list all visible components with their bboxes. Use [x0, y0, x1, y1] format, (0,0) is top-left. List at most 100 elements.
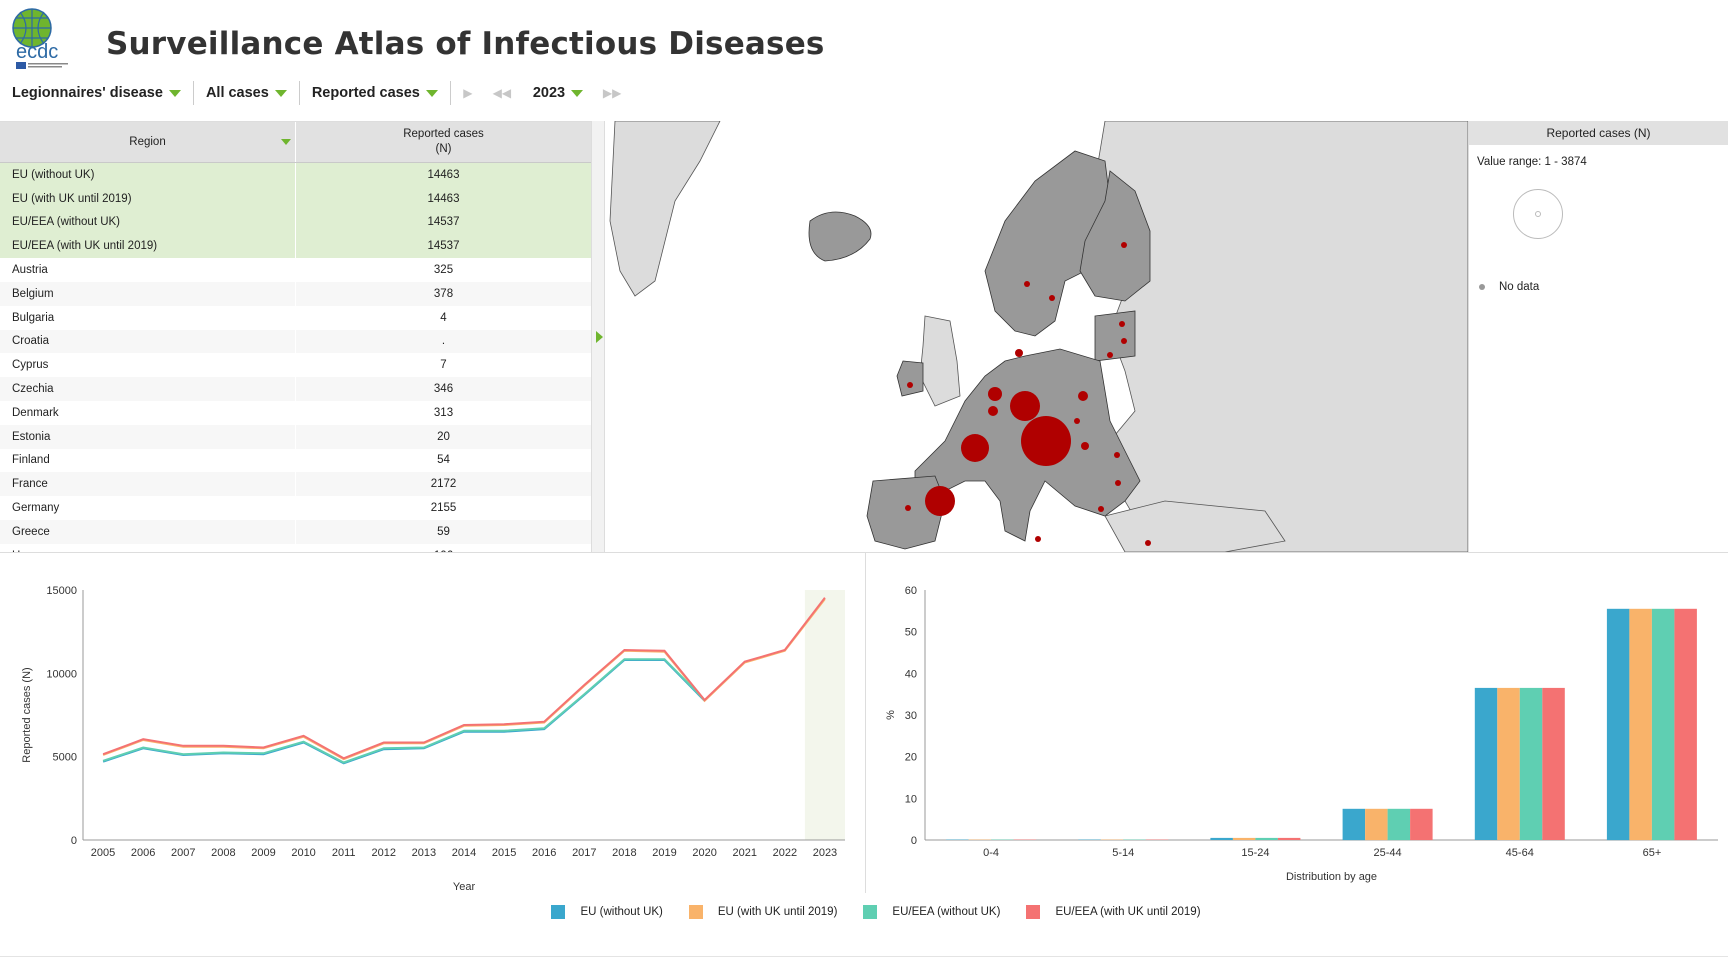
bubble-lithuania[interactable] — [1107, 352, 1113, 358]
year-select[interactable]: 2023 — [521, 79, 595, 107]
bar[interactable] — [1497, 687, 1520, 840]
ecdc-logo[interactable]: ecdc — [6, 6, 80, 70]
table-row[interactable]: France 2172 — [0, 472, 591, 497]
legend-item[interactable]: EU (without UK) — [551, 905, 663, 919]
bubble-netherlands[interactable] — [988, 387, 1002, 401]
bubble-malta[interactable] — [1035, 536, 1041, 542]
table-row[interactable]: Croatia. — [0, 329, 591, 354]
legend-item[interactable]: EU/EEA (without UK) — [863, 905, 1000, 919]
bar[interactable] — [1387, 808, 1411, 841]
y-axis-title: Reported cases (N) — [21, 667, 33, 762]
table-row[interactable]: Finland 54 — [0, 448, 591, 473]
bubble-greece[interactable] — [1098, 506, 1104, 512]
series-line[interactable] — [102, 598, 826, 761]
table-row[interactable]: Germany 2155 — [0, 496, 591, 520]
map[interactable] — [605, 121, 1468, 552]
table-row[interactable]: EU/EEA (with UK until 2019) 14537 — [0, 234, 591, 259]
country-iceland[interactable] — [808, 211, 872, 262]
play-icon[interactable]: ▶ — [463, 86, 473, 100]
table-row[interactable]: Denmark 313 — [0, 400, 591, 425]
bar[interactable] — [1674, 608, 1697, 841]
bubble-sweden[interactable] — [1049, 295, 1055, 301]
table-row[interactable]: EU/EEA (without UK) 14537 — [0, 210, 591, 235]
bar[interactable] — [1629, 608, 1652, 841]
bar[interactable] — [1519, 687, 1543, 840]
column-header-value[interactable]: Reported cases (N) — [296, 122, 591, 162]
previous-year-icon[interactable]: ◀◀ — [492, 86, 512, 100]
measure-select[interactable]: Reported cases — [300, 79, 450, 107]
cell-value: 14537 — [427, 216, 460, 229]
bar[interactable] — [1342, 808, 1366, 841]
panel-splitter[interactable] — [591, 121, 605, 552]
table-row[interactable]: Belgium 378 — [0, 281, 591, 306]
no-data-dot-icon — [1479, 284, 1485, 290]
bubble-slovakia[interactable] — [1074, 418, 1080, 424]
trend-chart-svg[interactable]: 0 5000 10000 15000 2005 2006 2007 2008 2009 2010 2… — [0, 560, 860, 900]
table-header: Region Reported cases (N) — [0, 122, 591, 163]
bar[interactable] — [1542, 687, 1565, 840]
table-row[interactable]: Hungary106 — [0, 543, 591, 552]
table-row[interactable]: EU (without UK) 14463 — [0, 163, 591, 187]
bubble-cyprus[interactable] — [1145, 540, 1151, 546]
table-row[interactable]: Bulgaria 4 — [0, 305, 591, 330]
table-row[interactable]: Greece 59 — [0, 519, 591, 544]
bar[interactable] — [1651, 608, 1675, 841]
bar[interactable] — [1232, 837, 1256, 840]
bar[interactable] — [1255, 837, 1278, 840]
table-row[interactable]: Estonia 20 — [0, 424, 591, 449]
bubble-france[interactable] — [961, 434, 989, 462]
country-spain-portugal[interactable] — [866, 475, 946, 550]
column-header-region[interactable]: Region — [0, 122, 296, 162]
bubble-estonia[interactable] — [1119, 321, 1125, 327]
cell-value: 14537 — [427, 240, 460, 253]
cell-value: 59 — [437, 525, 450, 538]
bubble-finland[interactable] — [1121, 242, 1127, 248]
bubble-belgium[interactable] — [988, 406, 998, 416]
table-row[interactable]: Czechia 346 — [0, 377, 591, 401]
age-chart[interactable]: 0 10 20 30 40 50 60 0-4 5-14 15-24 25-44 45-64 65+ Di… — [870, 560, 1728, 900]
chevron-down-icon — [425, 90, 438, 97]
bar[interactable] — [1606, 608, 1630, 841]
bubble-austria[interactable] — [1044, 437, 1052, 445]
age-chart-svg[interactable]: 0 10 20 30 40 50 60 0-4 5-14 15-24 25-44 45-64 65+ Di… — [870, 560, 1728, 900]
bubble-hungary[interactable] — [1081, 442, 1089, 450]
bar[interactable] — [1277, 837, 1301, 840]
bubble-poland[interactable] — [1078, 391, 1088, 401]
bar[interactable] — [1410, 808, 1433, 841]
country-ireland[interactable] — [896, 360, 924, 397]
disease-select[interactable]: Legionnaires' disease — [0, 79, 193, 107]
sort-down-icon[interactable] — [281, 139, 291, 145]
table-row[interactable]: EU (with UK until 2019) 14463 — [0, 186, 591, 211]
europe-map[interactable] — [605, 121, 1468, 552]
bar[interactable] — [1474, 687, 1498, 840]
table-row[interactable]: Austria 325 — [0, 258, 591, 282]
case-type-select[interactable]: All cases — [194, 79, 299, 107]
trend-chart[interactable]: 0 5000 10000 15000 2005 2006 2007 2008 2009 2010 2… — [0, 560, 860, 900]
table-row[interactable]: Cyprus 7 — [0, 353, 591, 378]
bar[interactable] — [1210, 837, 1233, 840]
legend-item[interactable]: EU (with UK until 2019) — [688, 905, 837, 919]
bubble-denmark[interactable] — [1015, 349, 1023, 357]
legend-label: EU/EEA (without UK) — [892, 906, 1001, 918]
cell-region: Croatia — [0, 329, 296, 354]
series-line[interactable] — [102, 658, 706, 764]
bubble-germany[interactable] — [1010, 391, 1040, 421]
bubble-latvia[interactable] — [1121, 338, 1127, 344]
cell-value: 14463 — [427, 168, 460, 181]
bubble-bulgaria[interactable] — [1115, 480, 1121, 486]
bar[interactable] — [1365, 808, 1388, 841]
series-line[interactable] — [102, 597, 826, 760]
bubble-spain[interactable] — [925, 486, 955, 516]
bubble-portugal[interactable] — [905, 505, 911, 511]
legend-item[interactable]: EU/EEA (with UK until 2019) — [1026, 905, 1201, 919]
country-finland[interactable] — [1079, 170, 1151, 302]
country-baltics[interactable] — [1094, 310, 1136, 362]
y-tick-label: 10 — [905, 793, 917, 805]
bubble-ireland[interactable] — [907, 382, 913, 388]
bubble-romania[interactable] — [1114, 452, 1120, 458]
bubble-norway[interactable] — [1024, 281, 1030, 287]
expand-arrow-icon[interactable] — [596, 331, 603, 343]
bubble-czechia[interactable] — [1053, 421, 1063, 431]
next-year-icon[interactable]: ▶▶ — [602, 86, 622, 100]
map-legend: Reported cases (N) Value range: 1 - 3874… — [1468, 121, 1728, 552]
